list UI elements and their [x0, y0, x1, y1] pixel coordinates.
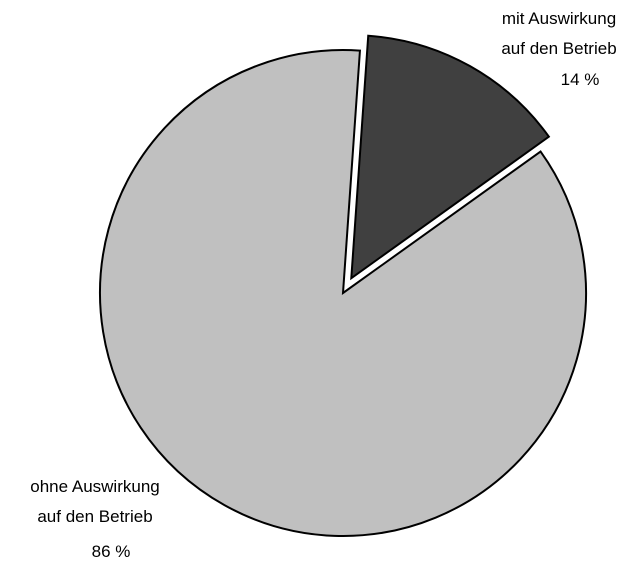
label-mit-auswirkung: mit Auswirkung auf den Betrieb 14 % — [501, 9, 616, 89]
label-ohne-auswirkung: ohne Auswirkung auf den Betrieb 86 % — [30, 477, 159, 561]
percent-mit-auswirkung: 14 % — [561, 70, 600, 89]
label-mit-auswirkung-line-2: auf den Betrieb — [501, 39, 616, 58]
label-ohne-auswirkung-line-2: auf den Betrieb — [37, 507, 152, 526]
percent-ohne-auswirkung: 86 % — [92, 542, 131, 561]
pie-slice-mit-auswirkung — [350, 34, 551, 281]
label-ohne-auswirkung-line-1: ohne Auswirkung — [30, 477, 159, 496]
pie-slice-ohne-auswirkung — [99, 49, 587, 537]
label-mit-auswirkung-line-1: mit Auswirkung — [502, 9, 616, 28]
